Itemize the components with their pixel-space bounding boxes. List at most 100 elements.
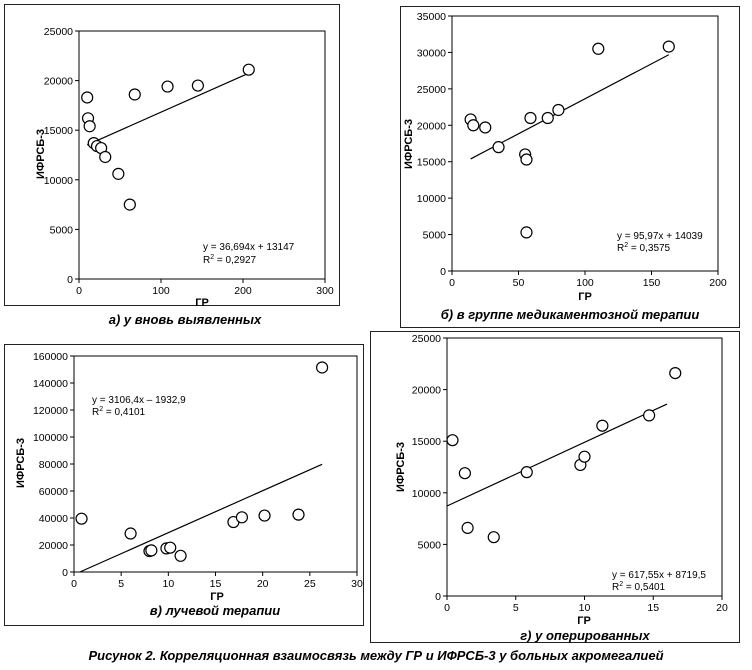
y-tick-label-b-1: 5000 — [423, 230, 447, 242]
y-tick-label-a-1: 5000 — [50, 224, 74, 236]
data-point-b-3 — [492, 141, 505, 154]
data-point-c-10 — [292, 508, 305, 521]
data-point-c-9 — [258, 509, 271, 522]
data-point-d-6 — [578, 450, 591, 463]
data-point-b-10 — [592, 42, 605, 55]
data-point-d-3 — [487, 531, 500, 544]
y-tick-label-a-3: 15000 — [44, 125, 73, 137]
data-point-c-5 — [164, 541, 177, 554]
x-tick-label-b-0: 0 — [449, 277, 455, 289]
y-tick-label-d-1: 5000 — [418, 539, 442, 551]
data-point-d-4 — [520, 466, 533, 479]
regression-equation-a: y = 36,694x + 13147 — [203, 242, 295, 253]
x-tick-label-a-0: 0 — [76, 285, 82, 297]
data-point-c-3 — [145, 544, 158, 557]
trendline-a — [86, 72, 249, 146]
y-tick-label-a-4: 20000 — [44, 76, 73, 88]
y-tick-label-c-6: 120000 — [33, 405, 68, 417]
y-tick-label-c-8: 160000 — [33, 351, 68, 363]
y-tick-label-c-7: 140000 — [33, 378, 68, 390]
y-tick-label-d-3: 15000 — [412, 436, 441, 448]
regression-equation-c: y = 3106,4x – 1932,9 — [92, 395, 186, 406]
data-point-b-8 — [541, 111, 554, 125]
y-axis-title-a: ИФРСБ-3 — [35, 129, 47, 179]
data-point-a-6 — [99, 150, 112, 164]
data-point-c-6 — [174, 549, 187, 562]
trendline-b — [470, 54, 670, 160]
y-tick-label-b-2: 10000 — [417, 193, 446, 205]
chart-b-caption: б) в группе медикаментозной терапии — [440, 307, 700, 322]
x-tick-label-b-1: 50 — [513, 277, 525, 289]
x-tick-label-b-2: 100 — [576, 277, 594, 289]
x-tick-label-d-1: 5 — [513, 602, 519, 614]
y-tick-label-b-3: 15000 — [417, 157, 446, 169]
data-point-c-11 — [315, 361, 329, 374]
x-tick-label-d-2: 10 — [579, 602, 591, 614]
regression-equation-b: y = 95,97x + 14039 — [617, 231, 703, 242]
y-tick-label-d-5: 25000 — [412, 333, 441, 345]
chart-d-caption: г) у оперированных — [520, 628, 650, 643]
x-axis-title-d: ГР — [577, 615, 591, 627]
r-squared-d: R2 = 0,5401 — [612, 581, 666, 593]
r-squared-a: R2 = 0,2927 — [203, 254, 257, 266]
figure-caption: Рисунок 2. Корреляционная взаимосвязь ме… — [88, 648, 664, 663]
x-tick-label-b-4: 200 — [709, 277, 727, 289]
x-tick-label-c-0: 0 — [71, 578, 77, 590]
y-tick-label-b-0: 0 — [440, 266, 446, 278]
x-tick-label-a-2: 200 — [234, 285, 252, 297]
y-tick-label-a-2: 10000 — [44, 175, 73, 187]
data-point-a-0 — [81, 91, 94, 104]
data-point-b-9 — [552, 103, 565, 117]
data-point-a-8 — [123, 198, 136, 211]
y-tick-label-c-2: 40000 — [39, 513, 68, 525]
trendline-c — [79, 463, 323, 573]
x-tick-label-b-3: 150 — [643, 277, 661, 289]
y-tick-label-a-5: 25000 — [44, 26, 73, 38]
data-point-d-9 — [669, 366, 682, 380]
x-tick-label-d-4: 20 — [716, 602, 728, 614]
data-point-a-2 — [83, 120, 96, 133]
data-point-c-0 — [75, 512, 88, 525]
chart-c-caption: в) лучевой терапии — [149, 603, 281, 618]
r-squared-b: R2 = 0,3575 — [617, 242, 671, 254]
data-point-b-6 — [520, 226, 533, 239]
x-tick-label-a-1: 100 — [152, 285, 170, 297]
x-tick-label-c-3: 15 — [210, 578, 222, 590]
data-point-a-9 — [128, 88, 141, 101]
data-point-a-12 — [242, 63, 255, 76]
data-point-c-1 — [124, 527, 137, 540]
y-axis-title-b: ИФРСБ-3 — [403, 119, 415, 169]
x-tick-label-c-6: 30 — [351, 578, 363, 590]
trendline-d — [446, 403, 668, 507]
y-axis-title-c: ИФРСБ-3 — [15, 438, 27, 488]
x-tick-label-c-2: 10 — [162, 578, 174, 590]
y-tick-label-c-3: 60000 — [39, 486, 68, 498]
plot-area-a — [78, 30, 326, 280]
data-point-a-10 — [161, 80, 174, 93]
y-tick-label-b-4: 20000 — [417, 120, 446, 132]
y-tick-label-d-0: 0 — [435, 591, 441, 603]
data-point-d-7 — [596, 419, 609, 432]
chart-a-caption: а) у вновь выявленных — [108, 312, 262, 327]
x-tick-label-d-3: 15 — [647, 602, 659, 614]
data-point-d-1 — [458, 467, 471, 480]
y-tick-label-c-4: 80000 — [39, 459, 68, 471]
data-point-c-8 — [235, 511, 249, 524]
data-point-b-5 — [520, 153, 533, 166]
data-point-d-2 — [461, 521, 474, 534]
data-point-a-7 — [112, 167, 125, 180]
data-point-b-2 — [479, 121, 492, 134]
x-axis-title-a: ГР — [195, 297, 209, 309]
y-tick-label-c-1: 20000 — [39, 540, 68, 552]
y-tick-label-c-5: 100000 — [33, 432, 68, 444]
x-axis-title-b: ГР — [578, 291, 592, 303]
regression-equation-d: y = 617,55x + 8719,5 — [612, 570, 706, 581]
data-point-d-8 — [643, 409, 656, 422]
y-tick-label-c-0: 0 — [62, 567, 68, 579]
y-tick-label-b-6: 30000 — [417, 47, 446, 59]
data-point-a-11 — [191, 79, 204, 92]
x-tick-label-c-4: 20 — [257, 578, 269, 590]
